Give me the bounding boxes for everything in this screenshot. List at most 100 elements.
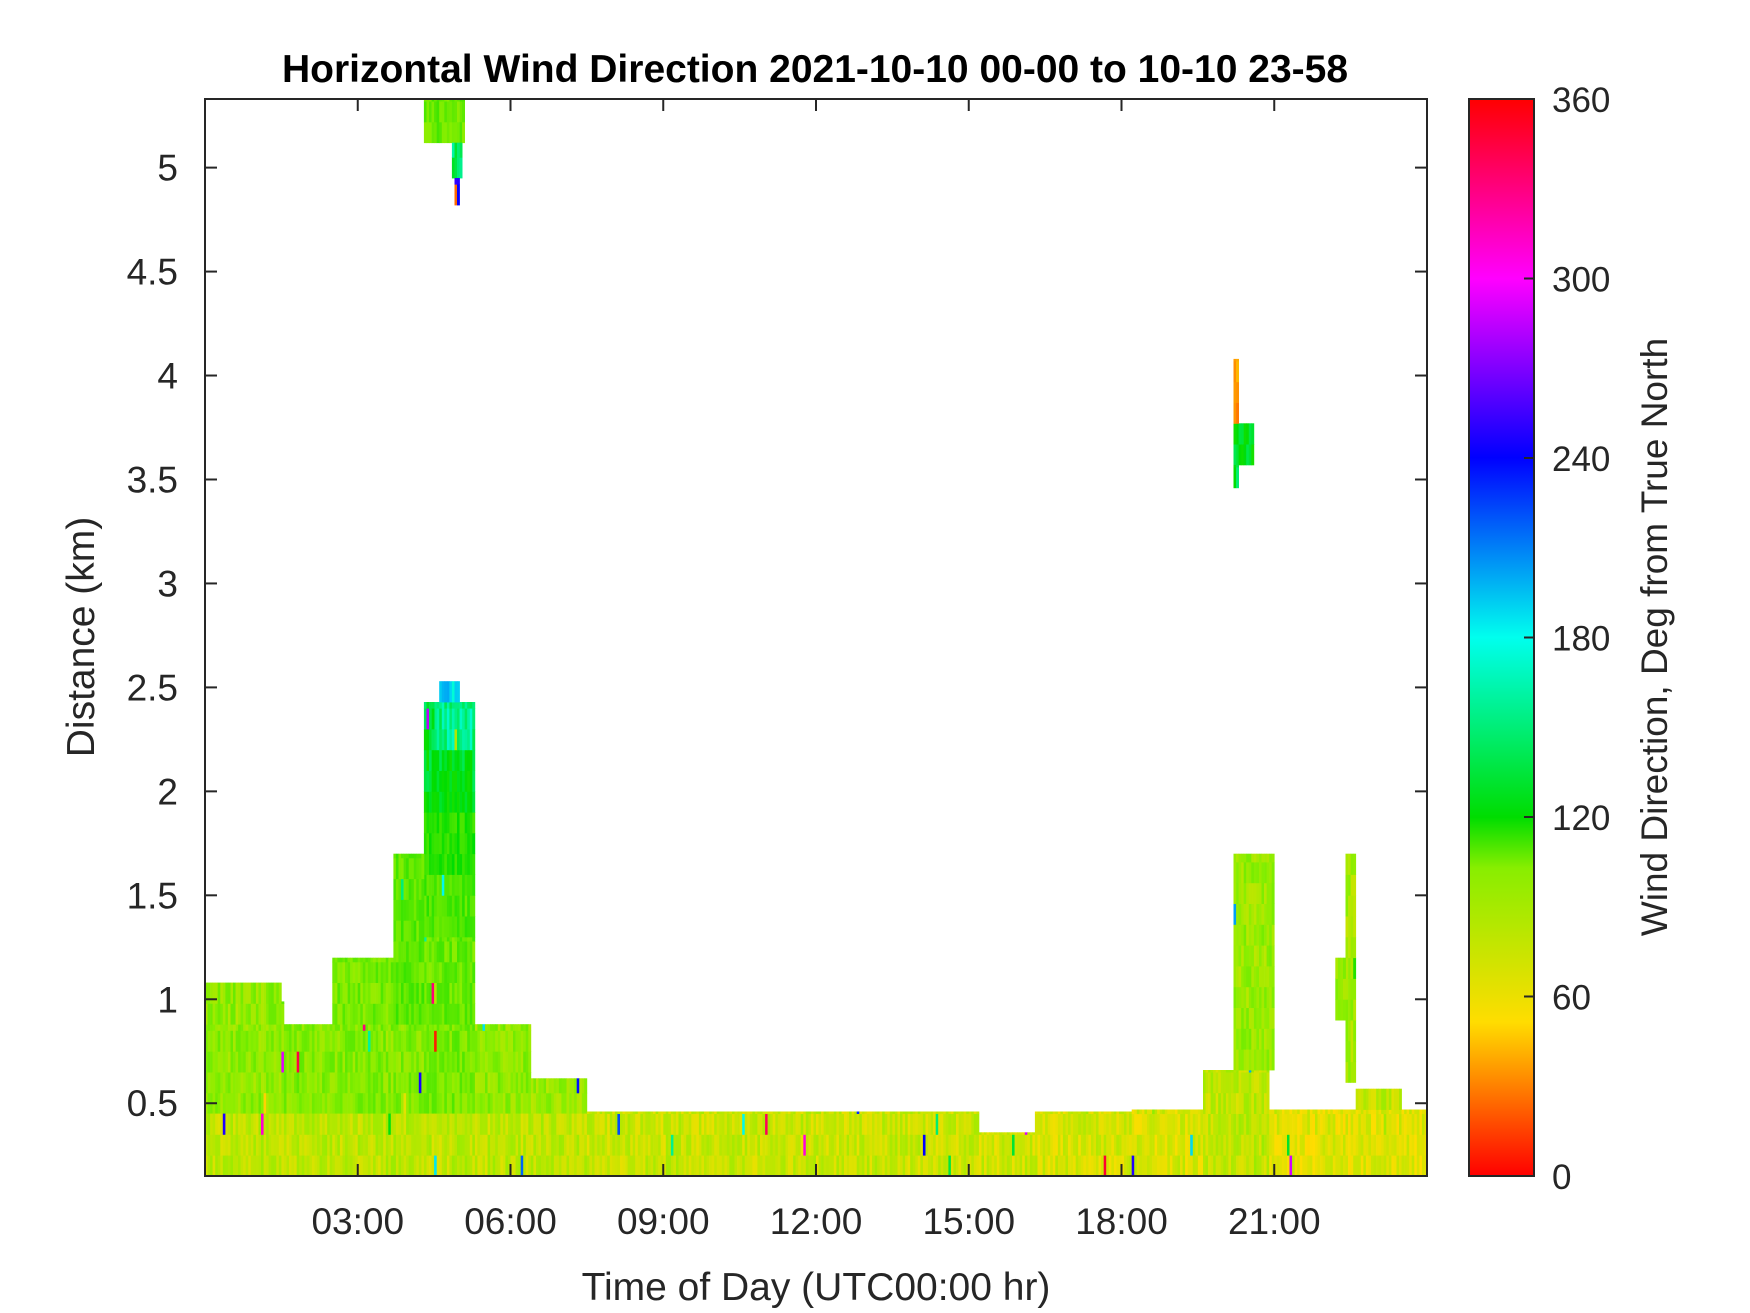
heatmap-cell — [1266, 1113, 1270, 1135]
heatmap-cell — [1134, 1109, 1138, 1115]
heatmap-cell — [436, 1024, 440, 1031]
heatmap-cell — [467, 895, 471, 917]
heatmap-cell — [423, 729, 427, 751]
heatmap-cell — [342, 1155, 346, 1176]
heatmap-cell — [518, 1092, 521, 1114]
heatmap-cell — [324, 1113, 328, 1135]
heatmap-cell — [625, 1113, 628, 1135]
heatmap-cell — [217, 982, 221, 1004]
heatmap-cell — [502, 1030, 506, 1052]
heatmap-cell — [370, 1072, 374, 1094]
heatmap-cell — [373, 982, 376, 1004]
heatmap-cell — [334, 1155, 338, 1176]
heatmap-cell — [1228, 1072, 1232, 1094]
heatmap-cell — [367, 1030, 371, 1052]
heatmap-cell — [464, 936, 468, 942]
x-axis: 03:00 06:00 09:00 12:00 15:00 18:00 21:00 — [311, 99, 1321, 1242]
heatmap-cell — [701, 1134, 705, 1156]
heatmap-cell — [441, 770, 445, 792]
heatmap-cell — [413, 1113, 417, 1135]
heatmap-cell — [1251, 966, 1255, 988]
heatmap-cell — [558, 1092, 562, 1114]
heatmap-cell — [948, 1113, 952, 1135]
heatmap-cell — [1279, 1109, 1283, 1115]
heatmap-cell — [268, 1030, 272, 1052]
heatmap-cell — [546, 1113, 549, 1135]
heatmap-cell — [235, 1092, 239, 1114]
heatmap-cell — [395, 920, 399, 942]
heatmap-cell — [212, 1072, 216, 1094]
heatmap-cell — [1259, 1007, 1262, 1029]
heatmap-cell — [276, 1155, 280, 1176]
heatmap-cell — [454, 770, 458, 792]
heatmap-cell — [477, 1051, 481, 1073]
heatmap-cell — [658, 1113, 662, 1135]
heatmap-cell — [258, 1003, 262, 1025]
heatmap-cell — [1261, 1155, 1265, 1176]
heatmap-cell — [1215, 1155, 1219, 1176]
heatmap-cell — [966, 1155, 970, 1176]
heatmap-cell — [296, 1051, 300, 1073]
heatmap-cell — [263, 1072, 267, 1094]
heatmap-cell — [1185, 1113, 1188, 1135]
heatmap-cell — [434, 874, 437, 896]
heatmap-cell — [1075, 1113, 1079, 1135]
heatmap-cell — [411, 1030, 415, 1052]
heatmap-cell — [1304, 1113, 1308, 1135]
heatmap-cell — [482, 1134, 486, 1156]
heatmap-cell — [385, 1024, 389, 1031]
heatmap-cell — [423, 1051, 427, 1073]
heatmap-cell — [434, 99, 437, 102]
heatmap-cell — [1241, 1072, 1245, 1094]
heatmap-cell — [258, 1134, 262, 1156]
heatmap-cell — [329, 1072, 333, 1094]
heatmap-cell — [444, 1003, 448, 1025]
heatmap-cell — [408, 853, 412, 859]
heatmap-cell — [467, 1072, 471, 1094]
heatmap-cell — [1297, 1113, 1301, 1135]
heatmap-cell — [462, 1092, 465, 1114]
heatmap-cell — [423, 99, 427, 102]
x-tick-label: 06:00 — [464, 1201, 557, 1242]
heatmap-cell — [986, 1134, 990, 1156]
heatmap-cell — [1225, 1092, 1229, 1114]
heatmap-cell — [625, 1111, 628, 1114]
heatmap-cell — [1241, 966, 1245, 988]
heatmap-cell — [243, 1072, 247, 1094]
heatmap-cell — [915, 1111, 919, 1114]
heatmap-cell — [215, 1003, 219, 1025]
heatmap-cell — [495, 1134, 499, 1156]
heatmap-cell — [294, 1024, 297, 1031]
heatmap-cell — [744, 1111, 748, 1114]
heatmap-cell — [502, 1024, 506, 1031]
heatmap-cell — [1269, 1155, 1273, 1176]
heatmap-cell — [553, 1134, 557, 1156]
heatmap-cell — [235, 1024, 239, 1031]
heatmap-cell — [1037, 1155, 1041, 1176]
heatmap-cell — [360, 1003, 364, 1025]
heatmap-cell — [1393, 1088, 1397, 1110]
heatmap-cell — [375, 1072, 379, 1094]
heatmap-cell — [1065, 1113, 1069, 1135]
heatmap-cell — [1246, 862, 1250, 884]
heatmap-cell — [518, 1030, 521, 1052]
heatmap-cell — [230, 1030, 234, 1052]
heatmap-cell — [1154, 1113, 1158, 1135]
heatmap-cell — [243, 1113, 247, 1135]
heatmap-cell — [693, 1113, 697, 1135]
heatmap-cell — [1218, 1134, 1222, 1156]
heatmap-cell — [1197, 1109, 1201, 1115]
heatmap-cell — [930, 1113, 934, 1135]
heatmap-cell — [676, 1111, 679, 1114]
heatmap-cell — [492, 1030, 496, 1052]
heatmap-cell — [436, 895, 440, 917]
heatmap-cell — [355, 1134, 359, 1156]
heatmap-cell — [734, 1113, 738, 1135]
heatmap-cell — [1111, 1155, 1115, 1176]
heatmap-cell — [1213, 1092, 1217, 1114]
heatmap-cell — [467, 1155, 471, 1176]
heatmap-cell — [444, 936, 448, 942]
heatmap-cell — [322, 1155, 325, 1176]
heatmap-cell — [1006, 1155, 1010, 1176]
heatmap-cell — [1164, 1134, 1168, 1156]
